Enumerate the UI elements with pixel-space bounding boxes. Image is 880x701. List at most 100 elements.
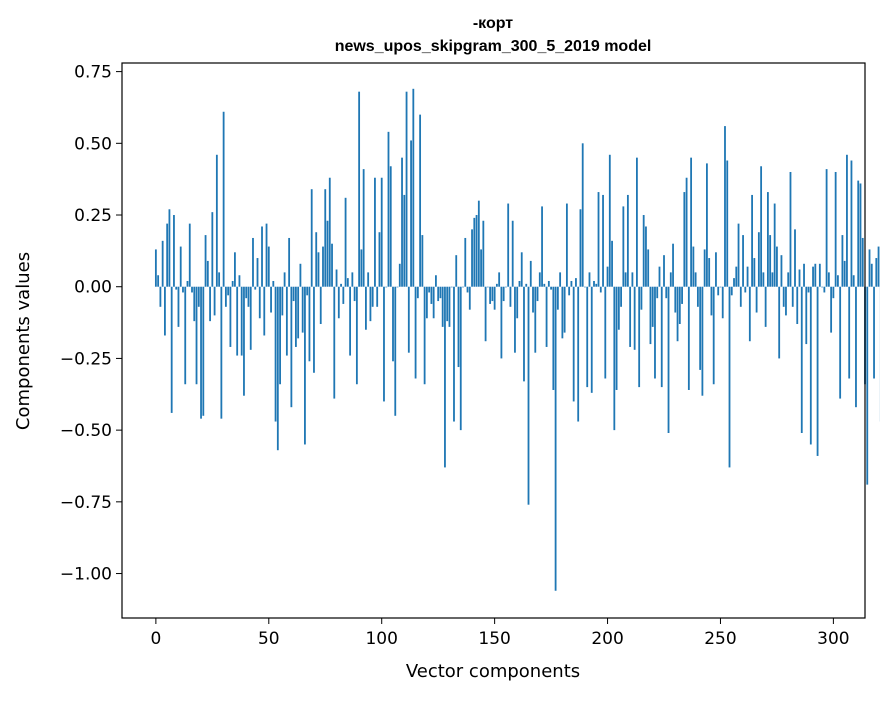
bar	[772, 272, 774, 286]
bar	[191, 287, 193, 293]
bar	[600, 287, 602, 293]
bar	[164, 287, 166, 336]
bar	[817, 287, 819, 456]
bar	[225, 287, 227, 307]
bar	[403, 195, 405, 287]
bar	[609, 155, 611, 287]
bar	[385, 287, 387, 288]
bar	[514, 287, 516, 353]
bar	[604, 287, 606, 379]
bar	[781, 255, 783, 287]
bar	[738, 224, 740, 287]
bar	[302, 287, 304, 333]
bar	[162, 241, 164, 287]
bar	[740, 287, 742, 307]
bar	[245, 287, 247, 298]
bar	[776, 247, 778, 287]
bar	[652, 287, 654, 327]
bar	[216, 155, 218, 287]
bar	[573, 287, 575, 402]
bar	[726, 161, 728, 287]
bar	[187, 281, 189, 287]
bar	[257, 258, 259, 287]
bar	[620, 287, 622, 307]
bar	[467, 287, 469, 293]
plot-frame	[122, 63, 865, 618]
bar	[577, 287, 579, 422]
bar	[832, 287, 834, 298]
bar	[406, 92, 408, 287]
bar	[543, 284, 545, 287]
bar	[557, 287, 559, 310]
bar	[706, 163, 708, 286]
x-tick-label: 250	[704, 629, 736, 649]
bar	[729, 287, 731, 468]
bar	[512, 221, 514, 287]
bar	[318, 252, 320, 286]
bar	[665, 287, 667, 298]
bar	[681, 287, 683, 304]
bar	[561, 287, 563, 339]
bar	[171, 287, 173, 413]
bar	[489, 287, 491, 304]
bar	[487, 287, 489, 288]
bar	[602, 195, 604, 287]
bar	[207, 261, 209, 287]
bar	[873, 287, 875, 379]
bar	[417, 287, 419, 298]
bar	[272, 281, 274, 287]
bar	[288, 238, 290, 287]
bar	[656, 287, 658, 298]
bar	[399, 264, 401, 287]
bar	[503, 287, 505, 301]
bar	[643, 215, 645, 287]
bar	[625, 272, 627, 286]
bar	[198, 287, 200, 307]
bar	[756, 287, 758, 313]
chart-title-line2: news_upos_skipgram_300_5_2019 model	[335, 38, 652, 55]
bar	[835, 172, 837, 287]
bar	[290, 287, 292, 407]
bar	[546, 287, 548, 347]
bar	[266, 224, 268, 287]
bar	[430, 287, 432, 304]
bar	[480, 249, 482, 286]
bar	[367, 272, 369, 286]
bar	[451, 287, 453, 288]
bar	[663, 255, 665, 287]
bar	[510, 287, 512, 307]
bar	[241, 287, 243, 356]
bar	[374, 178, 376, 287]
bar	[351, 272, 353, 286]
bar	[209, 287, 211, 321]
x-tick-label: 0	[150, 629, 161, 649]
bar	[236, 287, 238, 356]
bar	[571, 281, 573, 287]
bar	[300, 264, 302, 287]
bar	[412, 89, 414, 287]
bar	[701, 287, 703, 396]
bar	[358, 92, 360, 287]
bar	[582, 143, 584, 286]
x-tick-label: 100	[365, 629, 397, 649]
bar	[268, 247, 270, 287]
bar	[819, 264, 821, 287]
bar	[532, 287, 534, 313]
bar	[462, 287, 464, 288]
bar	[306, 287, 308, 296]
bar	[808, 287, 810, 293]
bar	[169, 209, 171, 286]
bar	[496, 284, 498, 287]
bar	[415, 287, 417, 379]
bar	[548, 281, 550, 287]
bar	[259, 287, 261, 319]
bar	[724, 126, 726, 287]
bar	[507, 204, 509, 287]
bar	[670, 272, 672, 286]
bar	[690, 158, 692, 287]
bar	[388, 132, 390, 287]
bar	[618, 287, 620, 330]
bar	[641, 287, 643, 310]
bar	[342, 287, 344, 304]
